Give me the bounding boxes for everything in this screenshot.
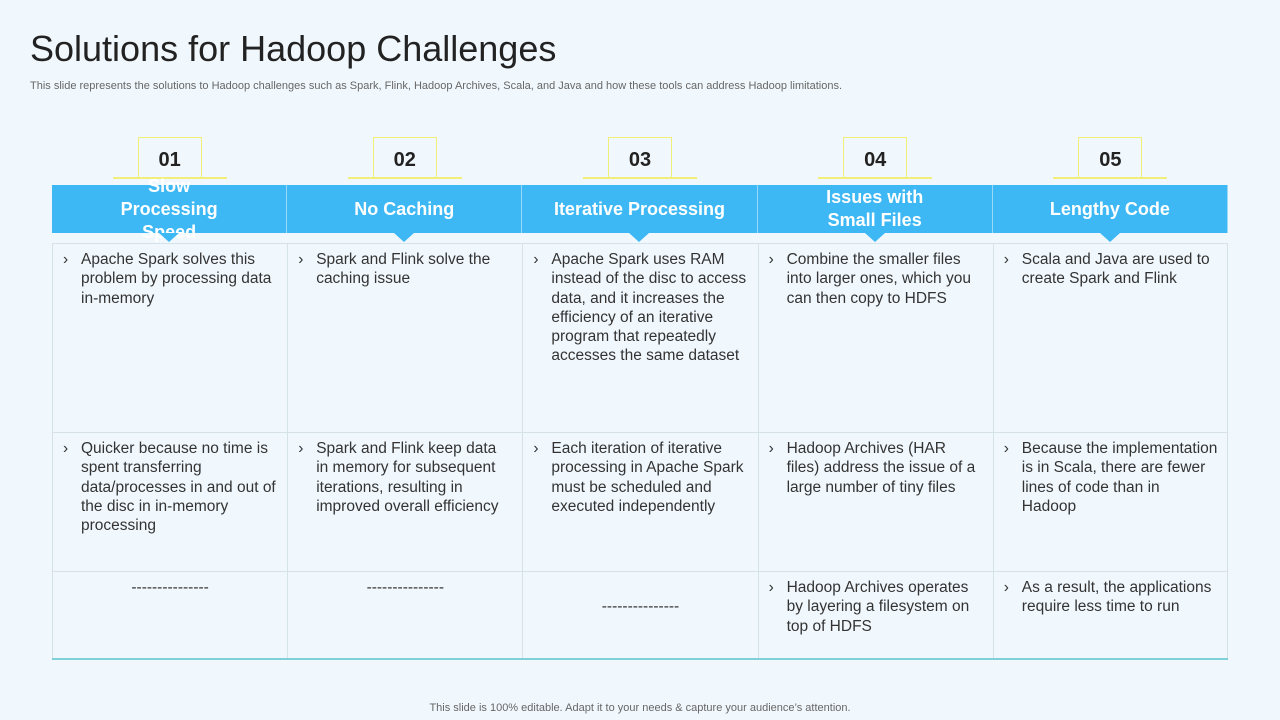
cell-text: As a result, the applications require le…: [1021, 579, 1212, 616]
chevron-right-icon: ›: [533, 251, 539, 268]
table-cell: › Hadoop Archives operates by layering a …: [757, 571, 993, 659]
number-underline: [112, 177, 227, 179]
table-bottom-border: [52, 658, 1228, 660]
table-cell: › Because the implementation is in Scala,…: [992, 432, 1228, 571]
column-heading: Lengthy Code: [992, 185, 1228, 242]
table-cell: › Apache Spark solves this problem by pro…: [52, 243, 288, 432]
number-underline: [583, 177, 697, 179]
chevron-right-icon: ›: [768, 251, 774, 268]
cell-text: ---------------: [131, 579, 209, 596]
cell-text: Because the implementation is in Scala, …: [1021, 440, 1218, 515]
footer-note: This slide is 100% editable. Adapt it to…: [429, 702, 851, 714]
table-cell: › As a result, the applications require l…: [992, 571, 1228, 659]
chevron-right-icon: ›: [298, 251, 304, 268]
chevron-right-icon: ›: [63, 440, 69, 457]
cell-text: ---------------: [366, 579, 444, 596]
table-cell: › Quicker because no time is spent transf…: [52, 432, 288, 571]
table-cell: ---------------: [522, 571, 758, 659]
chevron-right-icon: ›: [768, 579, 774, 596]
table-cell: › Apache Spark uses RAM instead of the di…: [522, 243, 758, 432]
column-number: 04: [843, 137, 908, 178]
table-cell: › Spark and Flink solve the caching issue: [287, 243, 523, 432]
column-heading: Slow Processing Speed: [52, 176, 288, 242]
column-heading: Iterative Processing: [522, 185, 758, 242]
chevron-right-icon: ›: [298, 440, 304, 457]
column-number: 02: [372, 137, 437, 178]
page-subtitle: This slide represents the solutions to H…: [30, 80, 843, 92]
column-heading: Issues with Small Files: [757, 185, 993, 242]
number-underline: [347, 177, 462, 179]
cell-text: Spark and Flink solve the caching issue: [316, 251, 491, 288]
chevron-right-icon: ›: [1003, 251, 1009, 268]
chevron-right-icon: ›: [533, 440, 539, 457]
table-cell: › Scala and Java are used to create Spark…: [992, 243, 1228, 432]
cell-text: Apache Spark uses RAM instead of the dis…: [551, 251, 747, 365]
cell-text: ---------------: [601, 598, 680, 615]
column-number: 05: [1078, 137, 1143, 178]
cell-text: Quicker because no time is spent transfe…: [81, 440, 276, 535]
cell-text: Hadoop Archives operates by layering a f…: [786, 579, 970, 635]
number-underline: [1053, 177, 1168, 179]
column-number: 03: [608, 137, 672, 178]
number-underline: [818, 177, 933, 179]
table-cell: › Hadoop Archives (HAR files) address the…: [757, 432, 993, 571]
table-cell: ---------------: [287, 571, 523, 659]
chevron-right-icon: ›: [768, 440, 774, 457]
cell-text: Each iteration of iterative processing i…: [551, 440, 744, 515]
cell-text: Scala and Java are used to create Spark …: [1021, 251, 1210, 288]
cell-text: Combine the smaller files into larger on…: [786, 251, 971, 307]
table-cell: › Spark and Flink keep data in memory for…: [287, 432, 523, 571]
column-heading: No Caching: [287, 185, 523, 242]
cell-text: Apache Spark solves this problem by proc…: [81, 251, 272, 307]
table-cell: › Combine the smaller files into larger o…: [757, 243, 993, 432]
table-border: [1227, 243, 1228, 659]
table-cell: › Each iteration of iterative processing …: [522, 432, 758, 571]
chevron-right-icon: ›: [1003, 579, 1009, 596]
chevron-right-icon: ›: [1003, 440, 1009, 457]
chevron-right-icon: ›: [63, 251, 69, 268]
table-cell: ---------------: [52, 571, 288, 659]
cell-text: Hadoop Archives (HAR files) address the …: [786, 440, 976, 496]
column-number: 01: [137, 137, 202, 178]
page-title: Solutions for Hadoop Challenges: [30, 28, 557, 69]
cell-text: Spark and Flink keep data in memory for …: [316, 440, 499, 515]
